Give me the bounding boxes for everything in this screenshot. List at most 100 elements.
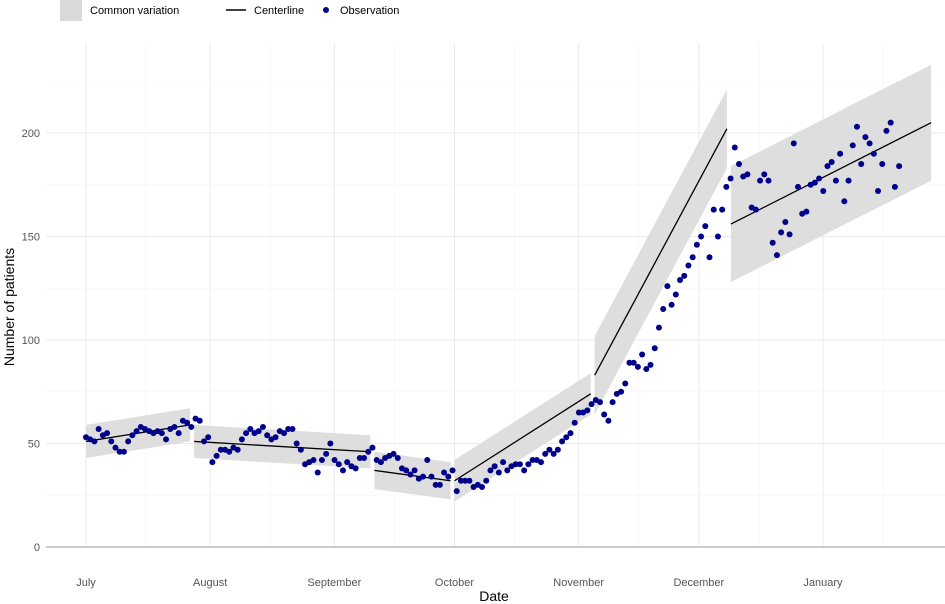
- observation-point: [761, 171, 768, 178]
- observation-point: [323, 450, 330, 457]
- observation-point: [567, 430, 574, 437]
- observation-point: [369, 444, 376, 451]
- observation-point: [630, 359, 637, 366]
- observation-point: [849, 142, 856, 149]
- observation-point: [862, 134, 869, 141]
- observation-point: [158, 430, 165, 437]
- observation-point: [335, 461, 342, 468]
- x-tick-label: December: [673, 577, 724, 589]
- observation-point: [512, 461, 519, 468]
- observation-point: [828, 158, 835, 165]
- observation-point: [575, 409, 582, 416]
- observation-point: [120, 448, 127, 455]
- observation-point: [773, 252, 780, 259]
- observation-point: [361, 454, 368, 461]
- observation-point: [390, 450, 397, 457]
- x-tick-label: July: [76, 577, 96, 589]
- observation-point: [710, 206, 717, 213]
- observation-point: [356, 454, 363, 461]
- observation-point: [538, 459, 544, 466]
- x-axis-title: Date: [479, 588, 509, 604]
- observation-point: [727, 175, 734, 182]
- y-tick-label: 200: [22, 128, 40, 140]
- observation-point: [778, 229, 785, 236]
- observation-point: [243, 430, 250, 437]
- observation-point: [487, 467, 494, 474]
- observation-point: [344, 459, 351, 466]
- observation-point: [618, 388, 625, 395]
- observation-point: [605, 417, 612, 424]
- observation-point: [811, 179, 818, 186]
- observation-point: [643, 365, 650, 372]
- y-tick-label: 50: [28, 439, 40, 451]
- observation-point: [188, 423, 195, 430]
- observation-point: [289, 426, 296, 433]
- observation-point: [790, 140, 797, 147]
- observation-point: [466, 477, 473, 484]
- observation-point: [411, 467, 418, 474]
- observation-point: [845, 177, 852, 184]
- observation-point: [820, 187, 827, 194]
- observation-point: [651, 345, 658, 352]
- x-tick-label: September: [307, 577, 361, 589]
- observation-point: [108, 438, 115, 445]
- legend-band-swatch: [60, 0, 82, 21]
- observation-point: [655, 324, 662, 331]
- observation-point: [769, 239, 776, 246]
- observation-point: [495, 469, 502, 476]
- observation-point: [129, 432, 136, 439]
- observation-point: [563, 434, 570, 441]
- observation-point: [217, 446, 224, 453]
- observation-point: [95, 426, 102, 433]
- observation-point: [272, 434, 279, 441]
- observation-point: [112, 444, 119, 451]
- observation-point: [786, 231, 793, 238]
- observation-point: [403, 467, 410, 474]
- observation-point: [163, 436, 170, 443]
- observation-point: [664, 283, 671, 290]
- observation-point: [116, 448, 123, 455]
- observation-point: [634, 363, 641, 370]
- observation-point: [601, 411, 608, 418]
- observation-point: [293, 440, 300, 447]
- observation-point: [744, 171, 751, 178]
- centerline: [730, 122, 932, 225]
- observation-point: [866, 140, 873, 147]
- observation-point: [483, 477, 490, 484]
- observation-point: [685, 262, 692, 269]
- observation-point: [238, 436, 245, 443]
- observation-point: [171, 423, 178, 430]
- legend-label: Centerline: [254, 5, 304, 17]
- observation-point: [647, 361, 654, 368]
- axes: 0 50 100 150 200 July August September October No…: [22, 128, 945, 589]
- observation-point: [584, 407, 591, 414]
- observation-point: [853, 123, 860, 130]
- observation-point: [457, 477, 464, 484]
- observation-point: [875, 187, 882, 194]
- x-tick-label: August: [193, 577, 227, 589]
- observation-point: [491, 463, 498, 470]
- observation-point: [104, 430, 111, 437]
- observation-point: [205, 434, 212, 441]
- observation-point: [782, 219, 789, 226]
- observation-point: [677, 276, 684, 283]
- observation-point: [883, 127, 890, 134]
- observation-point: [719, 206, 726, 213]
- legend-label: Observation: [340, 5, 399, 17]
- observation-point: [436, 481, 443, 488]
- observation-point: [318, 457, 325, 464]
- centerline: [594, 128, 728, 376]
- x-tick-label: October: [435, 577, 474, 589]
- observation-point: [858, 161, 865, 168]
- observation-point: [133, 428, 140, 435]
- observation-point: [479, 483, 486, 490]
- observation-point: [327, 440, 334, 447]
- x-tick-label: November: [553, 577, 604, 589]
- observation-point: [698, 233, 705, 240]
- observation-point: [297, 446, 304, 453]
- observation-point: [504, 467, 511, 474]
- observation-point: [449, 467, 456, 474]
- observation-point: [689, 254, 696, 261]
- centerline: [454, 393, 592, 482]
- observation-point: [626, 359, 633, 366]
